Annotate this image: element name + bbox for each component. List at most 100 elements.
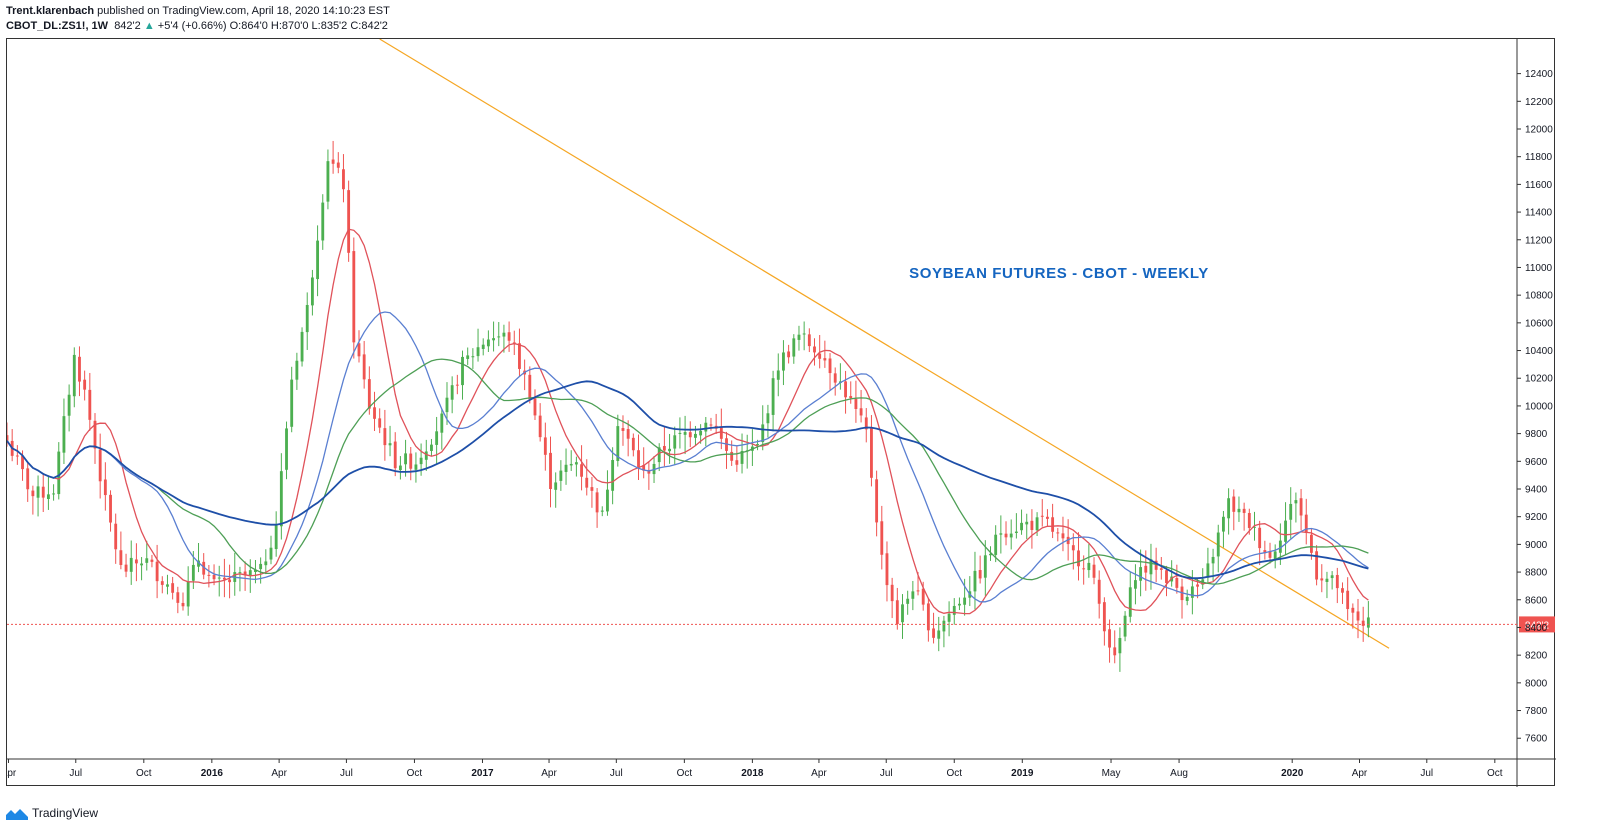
candle-body (310, 277, 314, 306)
candle (238, 566, 242, 592)
time-axis[interactable]: Apr Jul Oct 2016 Apr Jul Oct 2017 Apr Jul Oct 2018 A… (7, 759, 1503, 779)
candle-body (129, 557, 133, 572)
ma-green-line (7, 358, 1369, 585)
candle-body (1211, 556, 1215, 564)
y-tick-label: 8200 (1525, 651, 1548, 662)
candle (523, 359, 527, 391)
candle-body (554, 482, 558, 490)
candle-body (21, 455, 24, 470)
candle (895, 587, 899, 630)
candle (160, 576, 164, 594)
candle-body (870, 427, 873, 478)
candle-body (1009, 533, 1013, 538)
candle (430, 438, 433, 457)
trendline-layer[interactable] (379, 39, 1390, 649)
candle-body (347, 190, 351, 253)
candle-body (973, 570, 977, 592)
candle-body (176, 592, 180, 603)
candle (404, 439, 407, 477)
trendline[interactable] (379, 39, 1390, 649)
candle (761, 405, 765, 451)
candle (994, 525, 998, 563)
candle-body (849, 396, 853, 399)
candle (36, 475, 40, 517)
candle (1092, 557, 1096, 585)
x-tick-label: 2019 (1011, 768, 1034, 779)
candle (352, 237, 356, 359)
candle-body (1087, 562, 1091, 571)
x-tick-label: Jul (1420, 768, 1433, 779)
candle-body (507, 332, 511, 341)
tradingview-footer[interactable]: TradingView (6, 806, 98, 820)
moving-averages-layer (7, 228, 1369, 615)
candle (1284, 502, 1287, 555)
x-tick-label: Jul (69, 768, 82, 779)
candle-body (1113, 647, 1117, 656)
last-price-tag (1519, 616, 1555, 633)
candle (285, 421, 288, 480)
candle (569, 450, 573, 471)
y-tick-label: 8800 (1525, 568, 1548, 579)
candle-body (393, 441, 397, 469)
candle (176, 586, 180, 614)
candle-body (1304, 514, 1308, 534)
candle-body (26, 468, 30, 490)
candle-body (1190, 586, 1194, 598)
candle-body (114, 523, 118, 550)
candle (890, 577, 894, 619)
candle (926, 598, 930, 642)
candle (1294, 492, 1298, 523)
candle-body (926, 603, 930, 631)
candle (973, 551, 977, 610)
candle (1185, 589, 1189, 606)
candle-body (285, 428, 288, 470)
candle-body (502, 332, 506, 337)
candle (129, 540, 133, 585)
candle-body (611, 459, 615, 491)
candle (518, 328, 521, 377)
y-tick-label: 10000 (1525, 401, 1553, 412)
candle-body (1108, 629, 1111, 648)
candle (1346, 577, 1350, 621)
x-tick-label: Apr (811, 768, 827, 779)
candle (316, 225, 320, 297)
candle-body (134, 559, 138, 564)
y-tick-label: 11200 (1525, 235, 1553, 246)
candle-body (362, 354, 366, 380)
candle (1222, 510, 1225, 548)
candle (222, 558, 226, 598)
candle (1175, 564, 1179, 594)
candle (549, 436, 552, 508)
candle-body (119, 550, 123, 565)
candle-body (72, 354, 76, 397)
y-tick-label: 9800 (1525, 429, 1548, 440)
y-tick-label: 7600 (1525, 734, 1548, 745)
candle-body (885, 553, 889, 586)
candle-body (248, 570, 252, 576)
candle (911, 580, 915, 611)
candle-body (461, 356, 464, 386)
candle (1046, 509, 1049, 527)
chart-frame[interactable]: 842'2 7600 7800 8000 8200 8400 8600 8800 9000 92… (6, 38, 1556, 787)
last-price-layer: 842'2 (7, 616, 1555, 633)
x-tick-label: Oct (946, 768, 962, 779)
candle-body (155, 561, 159, 582)
candle (103, 462, 107, 511)
symbol-legend: CBOT_DL:ZS1!, 1W 842'2 ▲ +5'4 (+0.66%) O… (6, 19, 388, 33)
candle (616, 414, 620, 467)
candle-body (1077, 550, 1080, 567)
x-tick-label: Apr (7, 768, 17, 779)
candle-body (357, 343, 361, 357)
price-axis[interactable]: 7600 7800 8000 8200 8400 8600 8800 9000 9200 9400… (1517, 69, 1553, 745)
candle (15, 445, 19, 465)
y-tick-label: 10800 (1525, 291, 1553, 302)
candle (145, 540, 149, 571)
price-chart[interactable]: 842'2 7600 7800 8000 8200 8400 8600 8800 9000 92… (7, 39, 1556, 787)
candle (952, 598, 956, 625)
candle (621, 415, 625, 446)
candle-body (1102, 602, 1106, 632)
candle (435, 416, 439, 464)
candle (1108, 619, 1111, 663)
candle (870, 415, 873, 487)
candle (228, 564, 232, 599)
